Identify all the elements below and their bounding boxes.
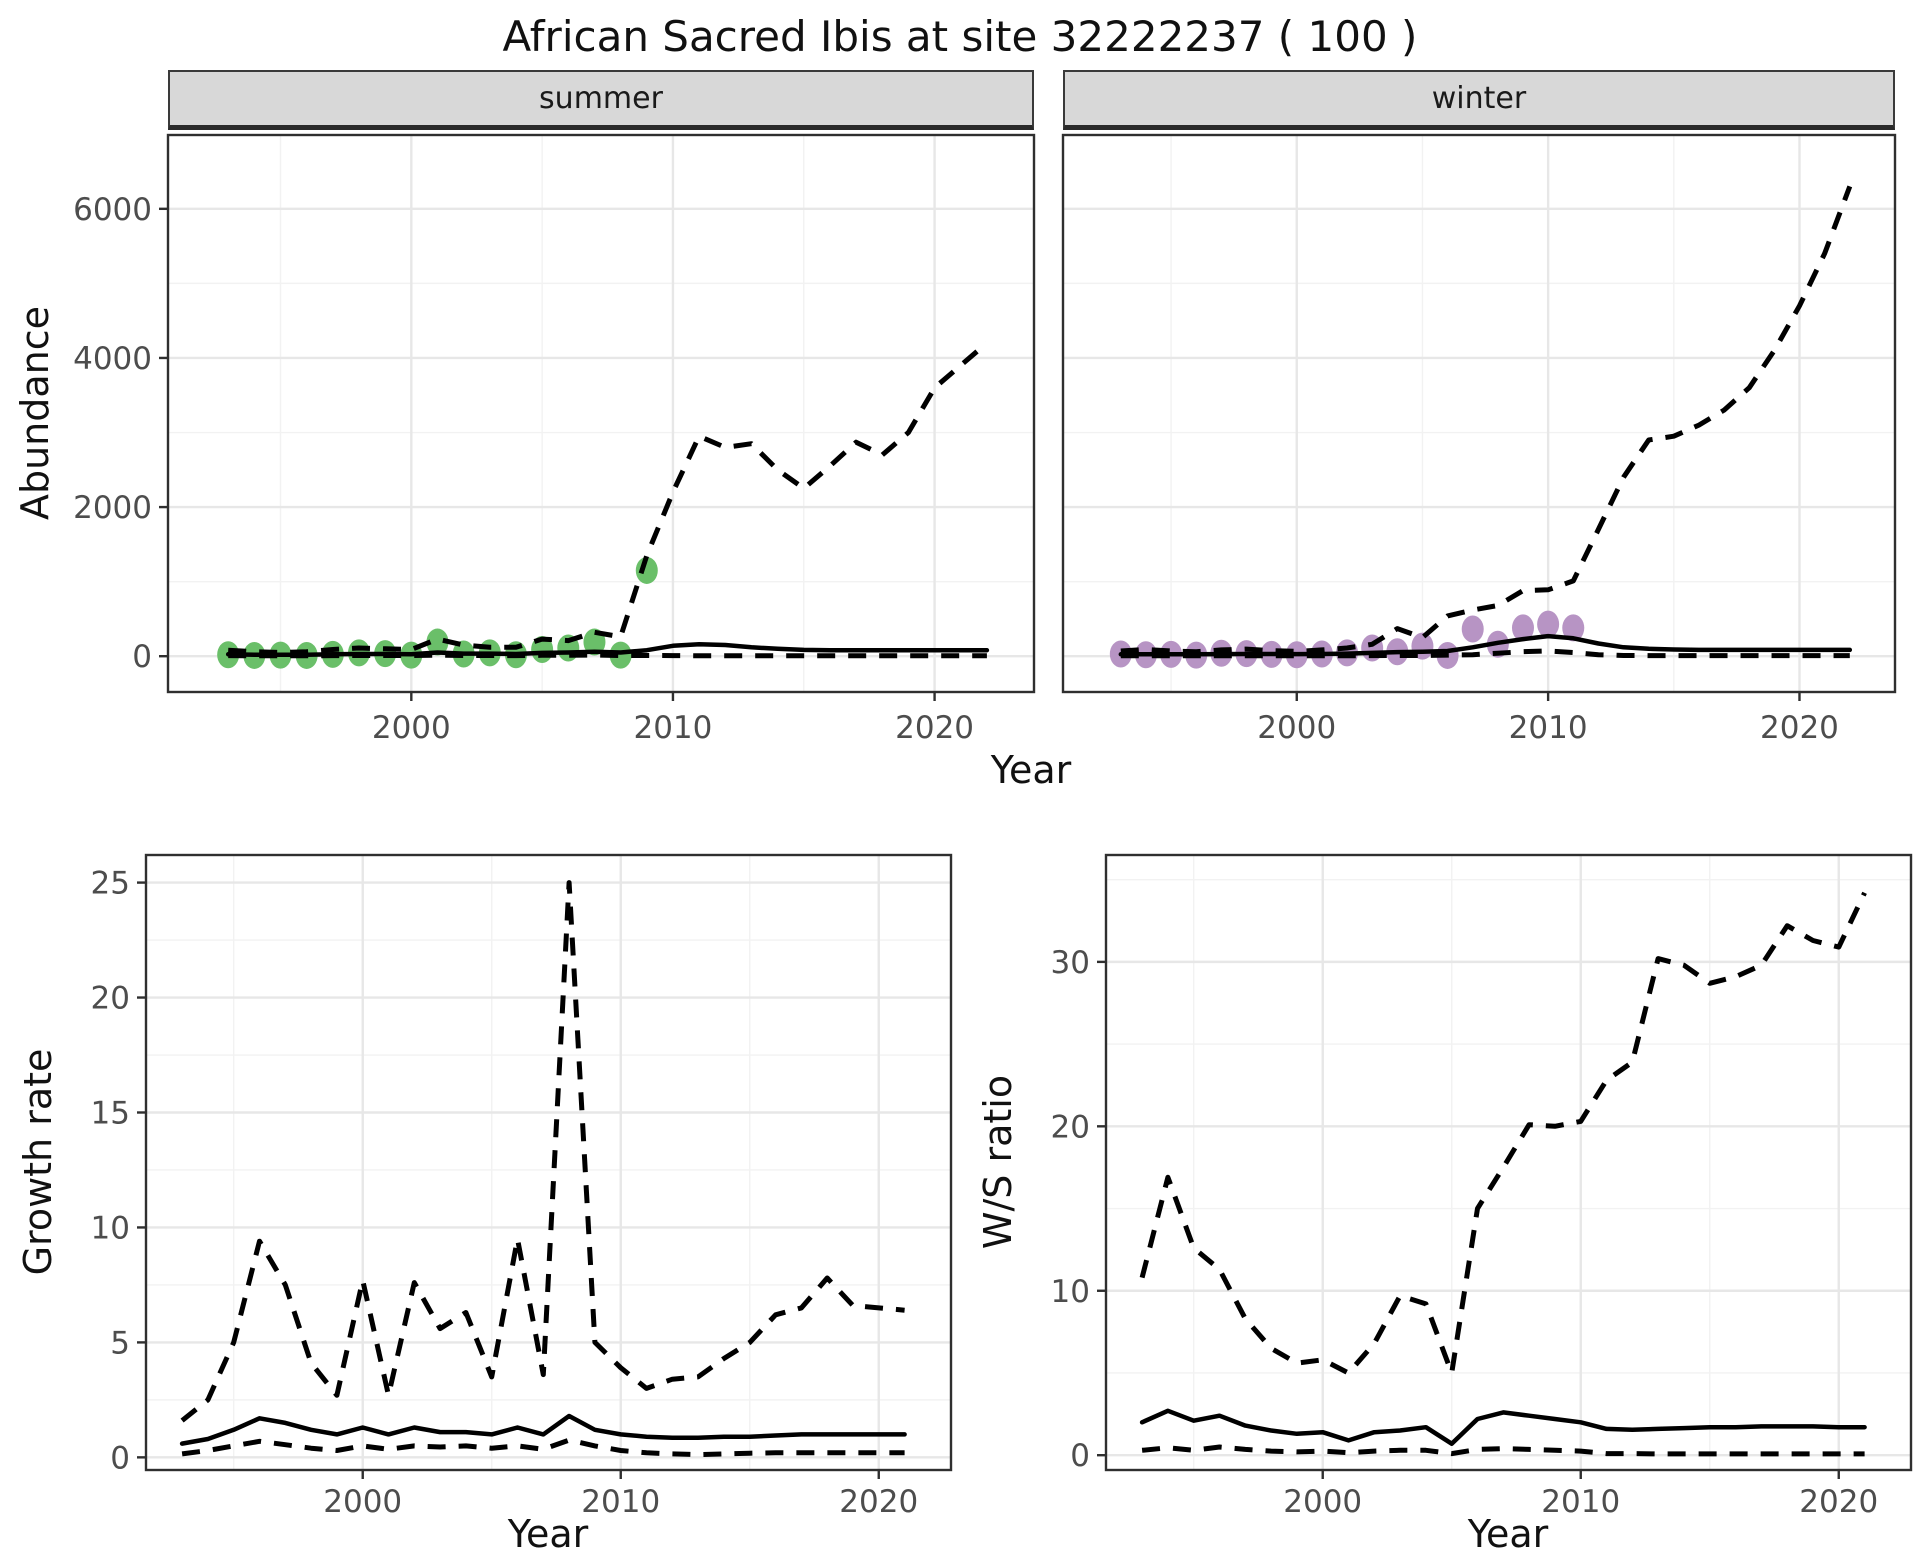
axis-ticks-abundance-summer: 2000 2010 2020 0 2000 4000 6000 <box>73 192 974 746</box>
panel-border-growth-rate <box>144 853 953 1472</box>
x-tick-label: 2020 <box>895 710 974 746</box>
data-point <box>1562 614 1585 642</box>
x-tick-label: 2010 <box>1541 1484 1620 1520</box>
data-point <box>1537 610 1560 638</box>
data-point <box>1511 614 1534 642</box>
x-tick-label: 2010 <box>581 1484 660 1520</box>
chart-abundance-summer: 2000 2010 2020 0 2000 4000 6000 <box>73 133 1036 746</box>
panel-border-ws-ratio <box>1104 853 1913 1472</box>
series-median-ws-ratio <box>1139 1408 1867 1446</box>
y-tick-label: 0 <box>110 1440 130 1476</box>
y-tick-label: 20 <box>1051 1109 1090 1145</box>
y-tick-label: 6000 <box>73 192 152 228</box>
y-tick-label: 10 <box>91 1210 130 1246</box>
gridlines-abundance-summer <box>168 135 1034 692</box>
x-tick-label: 2020 <box>839 1484 918 1520</box>
gridlines-ws-ratio <box>1106 855 1911 1470</box>
y-tick-label: 20 <box>91 981 130 1017</box>
series-lower_ci-growth-rate <box>181 1437 905 1458</box>
axis-ticks-ws-ratio: 2000 2010 2020 0 10 20 30 <box>1051 945 1879 1520</box>
gridlines-growth-rate <box>146 855 951 1470</box>
x-axis-title-year-growth: Year <box>507 1512 589 1556</box>
x-tick-label: 2000 <box>372 710 451 746</box>
series-upper_ci-abundance-summer <box>228 341 989 655</box>
series-upper_ci-ws-ratio <box>1139 891 1867 1376</box>
y-tick-label: 5 <box>110 1325 130 1361</box>
data-point <box>609 641 632 669</box>
y-tick-label: 30 <box>1051 945 1090 981</box>
axis-ticks-abundance-winter: 2000 2010 2020 <box>1257 692 1839 746</box>
x-tick-label: 2020 <box>1760 710 1839 746</box>
x-axis-title-year-ws: Year <box>1467 1512 1549 1556</box>
y-axis-title-abundance: Abundance <box>13 305 57 521</box>
chart-ws-ratio: 2000 2010 2020 0 10 20 30 <box>1051 853 1913 1520</box>
series-median-growth-rate <box>179 1413 907 1446</box>
y-tick-label: 0 <box>132 639 152 675</box>
y-tick-label: 10 <box>1051 1274 1090 1310</box>
data-point <box>635 556 658 584</box>
series-median-abundance-summer <box>225 642 990 657</box>
axis-ticks-growth-rate: 2000 2010 2020 0 5 10 15 20 25 <box>91 866 919 1520</box>
facet-strip-summer-label: summer <box>539 81 663 116</box>
x-tick-label: 2000 <box>1283 1484 1362 1520</box>
x-tick-label: 2000 <box>1257 710 1336 746</box>
figure-title: African Sacred Ibis at site 32222237 ( 1… <box>502 12 1418 61</box>
x-tick-label: 2020 <box>1799 1484 1878 1520</box>
y-tick-label: 25 <box>91 866 130 902</box>
panel-border-abundance-winter <box>1061 133 1897 694</box>
x-tick-label: 2010 <box>1509 710 1588 746</box>
y-tick-label: 2000 <box>73 490 152 526</box>
x-axis-title-year-top: Year <box>990 748 1072 792</box>
y-tick-label: 4000 <box>73 341 152 377</box>
series-lower_ci-ws-ratio <box>1141 1444 1865 1457</box>
panel-border-abundance-summer <box>166 133 1036 694</box>
y-tick-label: 15 <box>91 1095 130 1131</box>
chart-abundance-winter: 2000 2010 2020 <box>1061 133 1897 746</box>
chart-growth-rate: 2000 2010 2020 0 5 10 15 20 25 <box>91 853 953 1520</box>
facet-strip-winter: winter <box>1063 70 1895 130</box>
y-tick-label: 0 <box>1070 1438 1090 1474</box>
facet-strip-summer: summer <box>168 70 1034 130</box>
x-tick-label: 2000 <box>323 1484 402 1520</box>
y-axis-title-growth-rate: Growth rate <box>16 1048 60 1276</box>
data-point <box>426 628 449 656</box>
series-upper_ci-growth-rate <box>180 880 905 1423</box>
y-axis-title-ws-ratio: W/S ratio <box>976 1074 1020 1250</box>
x-tick-label: 2010 <box>633 710 712 746</box>
series-upper_ci-abundance-winter <box>1120 185 1853 655</box>
data-point <box>1461 615 1484 643</box>
series-median-abundance-winter <box>1118 633 1853 657</box>
facet-strip-winter-label: winter <box>1431 81 1527 116</box>
